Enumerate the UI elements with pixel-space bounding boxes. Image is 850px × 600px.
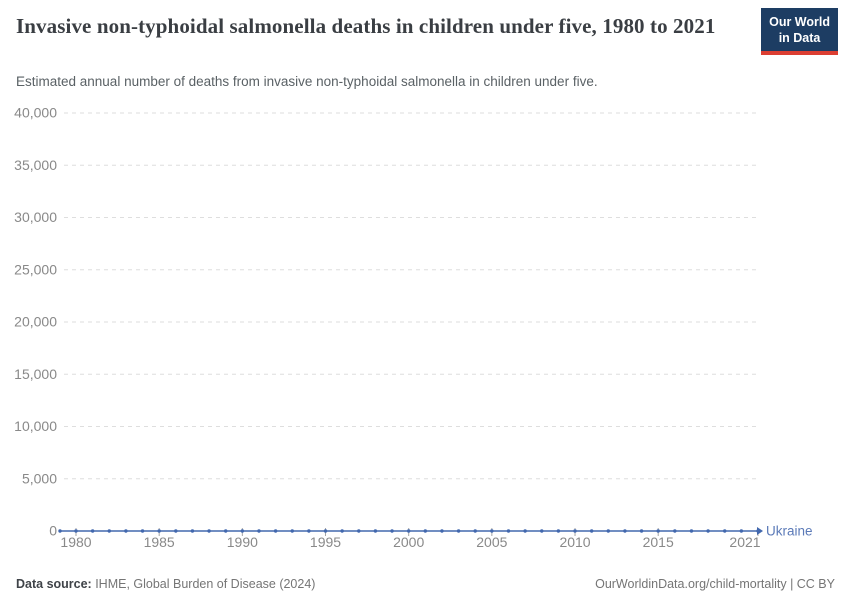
data-point-marker [307,529,311,533]
credit-line: OurWorldinData.org/child-mortality | CC … [595,577,835,591]
data-point-marker [673,529,677,533]
data-point-marker [340,529,344,533]
data-point-marker [739,529,744,533]
data-point-marker [190,529,195,533]
data-point-marker [606,529,610,533]
x-axis-label: 2000 [393,534,424,550]
data-point-marker [224,529,228,533]
y-axis-label: 10,000 [14,418,57,434]
y-grid: 0 5,000 10,000 15,000 20,000 25,000 30,000 35,0… [14,105,757,539]
data-point-marker [589,529,594,533]
y-axis-label: 20,000 [14,314,57,330]
data-point-marker [323,529,328,533]
x-axis: 1980 1985 1990 1995 2000 2005 2010 2015 2021 [60,528,761,550]
data-point-marker [423,529,428,533]
data-point-marker [573,529,577,533]
data-source-text: IHME, Global Burden of Disease (2024) [91,577,316,591]
data-point-marker [207,529,211,533]
chart-subtitle: Estimated annual number of deaths from i… [16,74,598,89]
x-axis-label: 1985 [144,534,175,550]
y-axis-label: 0 [49,523,57,539]
data-point-marker [456,529,461,533]
y-axis-label: 35,000 [14,157,57,173]
data-point-marker [406,529,411,533]
data-point-marker [523,529,527,533]
data-point-marker [140,529,145,533]
data-point-marker [107,529,111,533]
series-label: Ukraine [766,524,813,539]
data-point-marker [124,529,128,533]
data-point-marker [506,529,511,533]
data-source-label: Data source: [16,577,92,591]
chart-footer: Data source: IHME, Global Burden of Dise… [16,577,835,591]
data-point-marker [706,529,710,533]
data-point-marker [473,529,477,533]
data-point-marker [58,529,62,533]
data-source: Data source: IHME, Global Burden of Dise… [16,577,315,591]
y-axis-label: 25,000 [14,261,57,277]
data-point-marker [556,529,561,533]
data-point-marker [174,529,178,533]
y-axis-label: 30,000 [14,209,57,225]
data-point-marker [390,529,394,533]
line-end-arrow-icon [757,527,763,535]
data-point-marker [689,529,694,533]
data-point-marker [373,529,378,533]
x-axis-label: 2010 [559,534,590,550]
logo-line-1: Our World [769,15,830,29]
logo-line-2: in Data [778,31,821,46]
x-axis-label: 2015 [643,534,674,550]
line-chart: 0 5,000 10,000 15,000 20,000 25,000 30,000 35,0… [14,105,813,551]
data-point-marker [490,529,494,533]
x-axis-label: 2021 [729,534,760,550]
data-point-marker [257,529,261,533]
data-point-marker [639,529,644,533]
y-axis-label: 40,000 [14,105,57,121]
y-axis-label: 5,000 [22,470,57,486]
x-axis-label: 1990 [227,534,258,550]
data-point-marker [540,529,544,533]
data-point-marker [74,529,78,533]
data-point-marker [240,529,245,533]
data-point-marker [273,529,278,533]
chart-title: Invasive non-typhoidal salmonella deaths… [16,14,716,38]
owid-logo: Our World in Data [761,8,838,55]
data-point-marker [440,529,444,533]
data-point-marker [90,529,95,533]
series-ukraine: Ukraine [58,524,813,539]
data-point-marker [623,529,627,533]
data-point-marker [723,529,727,533]
data-point-marker [157,529,161,533]
y-axis-label: 15,000 [14,366,57,382]
x-axis-label: 2005 [476,534,507,550]
x-axis-label: 1980 [60,534,91,550]
data-point-marker [357,529,361,533]
data-point-marker [656,529,660,533]
x-axis-label: 1995 [310,534,341,550]
data-point-marker [290,529,294,533]
